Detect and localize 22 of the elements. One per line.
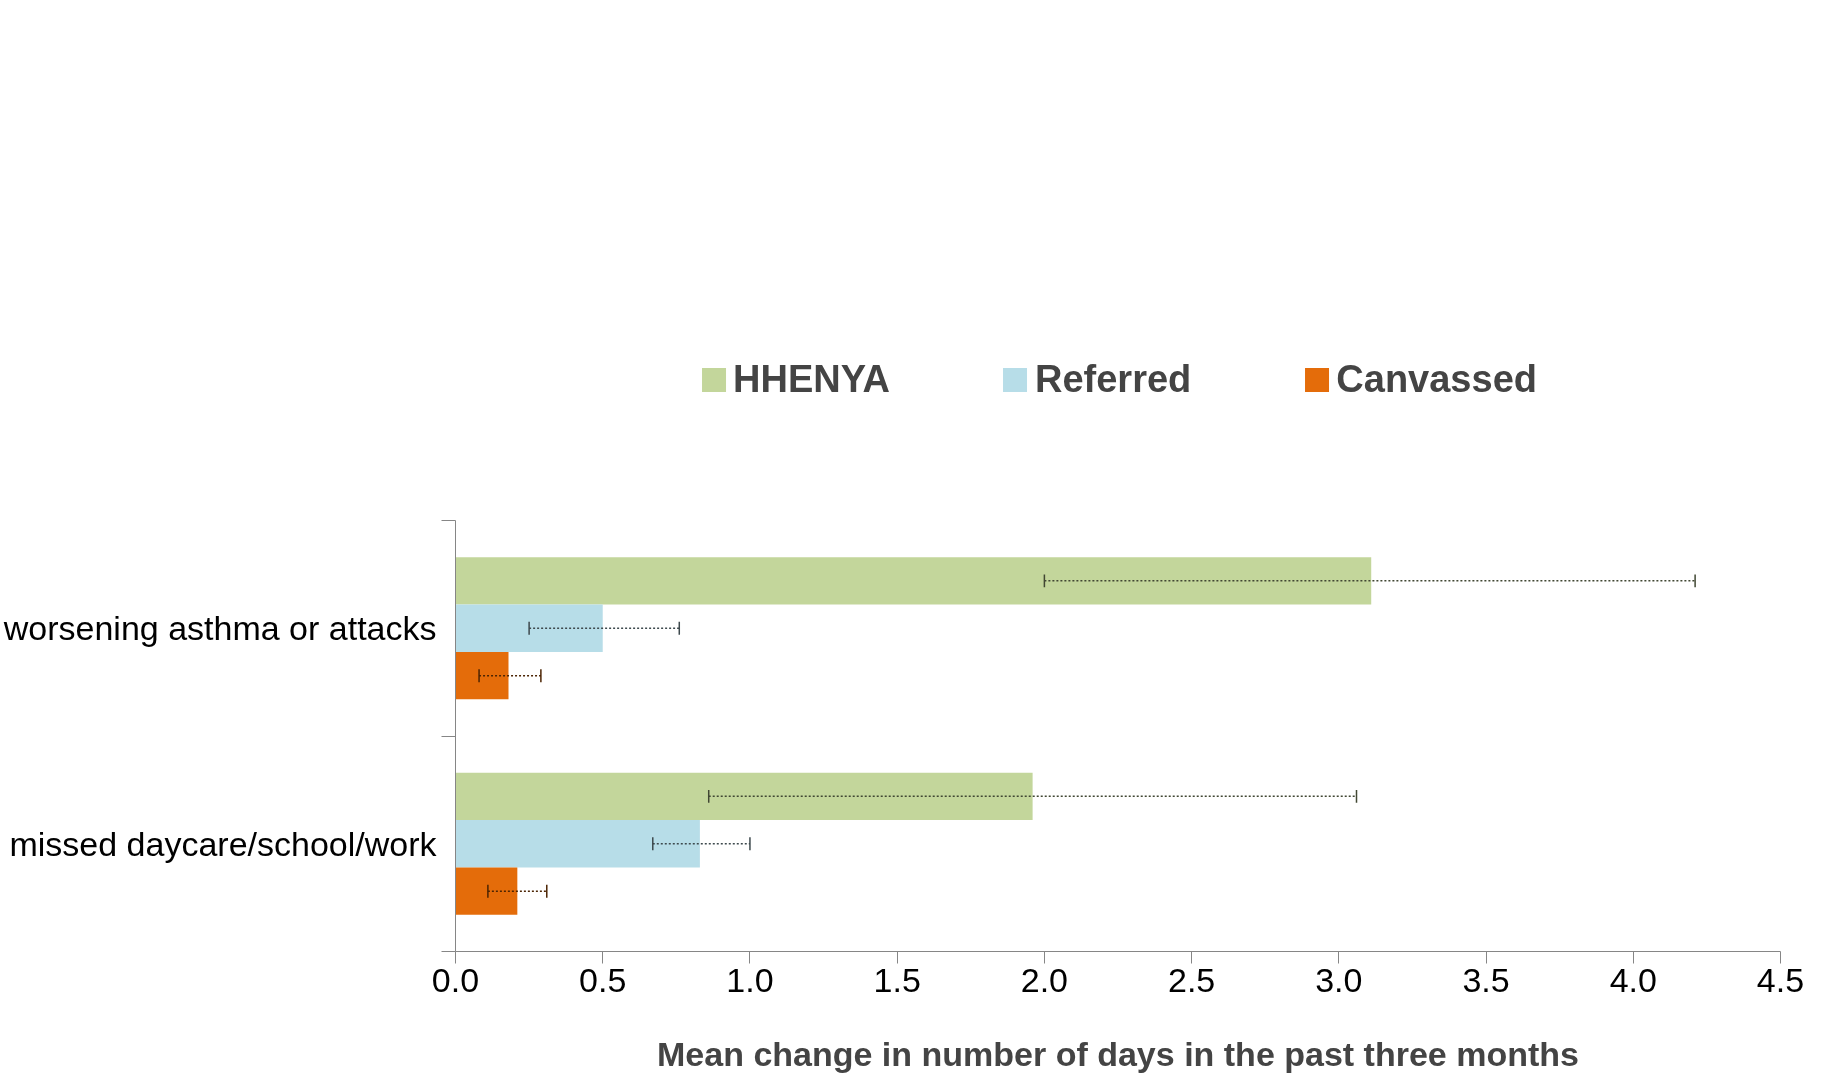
x-tick-label: 3.5 xyxy=(1462,960,1510,999)
x-axis-title: Mean change in number of days in the past three months xyxy=(657,1034,1579,1073)
legend-label: HHENYA xyxy=(733,357,891,401)
bar xyxy=(455,557,1372,605)
legend-label: Canvassed xyxy=(1336,357,1537,401)
y-tick-label: worsening asthma or attacks xyxy=(2,609,437,648)
bar xyxy=(455,820,700,868)
x-tick-label: 0.5 xyxy=(579,960,627,999)
x-tick-label: 1.5 xyxy=(873,960,921,999)
x-tick-label: 4.0 xyxy=(1609,960,1657,999)
bar xyxy=(455,772,1033,821)
x-tick-label: 1.0 xyxy=(726,960,774,999)
bar xyxy=(455,867,518,915)
x-tick-label: 2.5 xyxy=(1167,960,1216,999)
legend-label: Referred xyxy=(1035,357,1192,401)
x-tick-label: 4.5 xyxy=(1756,960,1805,999)
bar xyxy=(455,651,509,700)
x-tick-label: 2.0 xyxy=(1020,960,1069,999)
bar xyxy=(455,604,603,652)
x-tick-label: 0.0 xyxy=(431,960,480,999)
y-tick-label: missed daycare/school/work xyxy=(9,824,438,863)
x-tick-label: 3.0 xyxy=(1315,960,1363,999)
